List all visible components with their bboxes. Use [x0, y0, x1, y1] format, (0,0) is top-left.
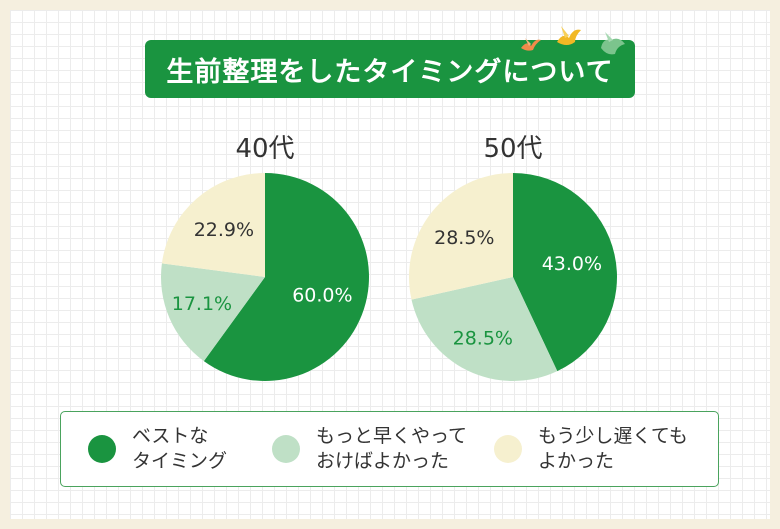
legend-item-later: もう少し遅くても よかった [494, 412, 688, 486]
pie-slice-earlier [411, 277, 558, 381]
pie-50s: 43.0% 28.5% 28.5% [408, 173, 618, 381]
legend-item-best: ベストな タイミング [88, 412, 227, 486]
pie-50s-title: 50代 [483, 134, 543, 164]
chart-title: 生前整理をしたタイミングについて [166, 56, 614, 88]
legend-label-later: もう少し遅くても よかった [538, 424, 688, 474]
pie-slice-later [161, 173, 265, 277]
pie-slice-later [408, 173, 513, 300]
legend-label-best-line2: タイミング [132, 450, 228, 472]
legend-swatch-earlier [272, 435, 300, 463]
legend-label-best-line1: ベストな [132, 425, 209, 447]
legend-item-earlier: もっと早くやって おけばよかった [272, 412, 467, 486]
bird-yellow-icon [557, 26, 581, 45]
legend-label-earlier: もっと早くやって おけばよかった [316, 424, 467, 474]
pie-slice-label-earlier: 17.1% [172, 293, 232, 315]
pie-slice-label-later: 22.9% [194, 219, 254, 241]
bird-green-icon [601, 32, 625, 55]
pie-slice-best [513, 173, 618, 372]
legend-swatch-best [88, 435, 116, 463]
pie-slice-best [203, 173, 369, 381]
chart-title-banner: 生前整理をしたタイミングについて [145, 40, 635, 98]
pie-slice-label-best: 60.0% [292, 285, 352, 307]
pie-slice-label-best: 43.0% [542, 253, 602, 275]
bird-orange-icon [521, 38, 541, 51]
legend-label-earlier-line1: もっと早くやって [316, 425, 468, 447]
birds-decoration [521, 26, 625, 55]
legend-label-later-line1: もう少し遅くても [538, 425, 688, 447]
legend-label-best: ベストな タイミング [132, 424, 227, 474]
pie-40s-title: 40代 [235, 134, 295, 164]
legend-swatch-later [494, 435, 522, 463]
pie-40s: 60.0% 17.1% 22.9% [161, 173, 369, 381]
pie-slice-label-later: 28.5% [434, 227, 494, 249]
legend-label-later-line2: よかった [538, 450, 615, 472]
pie-slice-label-earlier: 28.5% [453, 328, 513, 350]
legend-label-earlier-line2: おけばよかった [316, 450, 450, 472]
pie-slice-earlier [161, 263, 265, 362]
legend: ベストな タイミング もっと早くやって おけばよかった もう少し遅くても よかっ… [60, 411, 719, 487]
